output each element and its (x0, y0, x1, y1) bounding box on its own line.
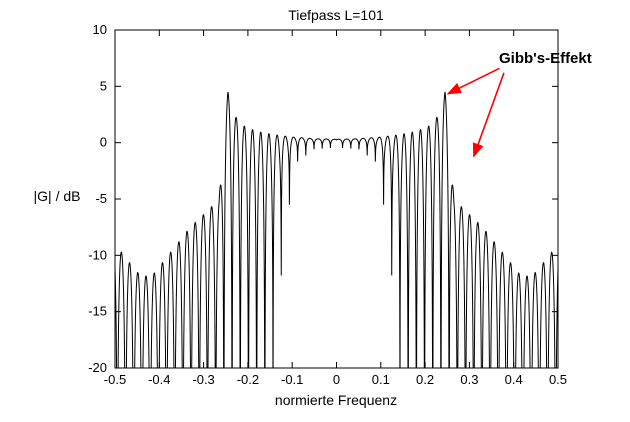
x-tick-label: -0.4 (148, 372, 170, 387)
x-tick-label: -0.1 (281, 372, 303, 387)
y-tick-label: -5 (95, 191, 107, 206)
chart-title: Tiefpass L=101 (288, 7, 384, 23)
gibbs-annotation: Gibb's-Effekt (446, 50, 592, 158)
y-tick-label: 5 (100, 78, 107, 93)
y-tick-label: -10 (88, 247, 107, 262)
x-tick-label: 0.3 (460, 372, 478, 387)
axis-ticks (114, 29, 559, 369)
x-tick-label: 0.1 (372, 372, 390, 387)
x-tick-label: -0.2 (237, 372, 259, 387)
x-tick-label: -0.5 (104, 372, 126, 387)
axis-tick-labels: -0.5 -0.4 -0.3 -0.2 -0.1 0 0.1 0.2 0.3 0.4 0.5 10 5 0… (88, 22, 567, 387)
y-tick-label: -20 (88, 360, 107, 375)
annotation-arrow (472, 72, 505, 158)
y-tick-label: -15 (88, 304, 107, 319)
magnitude-response-curve (115, 91, 558, 368)
y-tick-label: 10 (93, 22, 107, 37)
annotation-arrow (446, 67, 500, 95)
x-tick-label: -0.3 (192, 372, 214, 387)
y-axis-label: |G| / dB (34, 188, 81, 204)
x-tick-label: 0 (333, 372, 340, 387)
annotation-label: Gibb's-Effekt (499, 50, 592, 67)
y-tick-label: 0 (100, 135, 107, 150)
x-tick-label: 0.2 (416, 372, 434, 387)
x-axis-label: normierte Frequenz (275, 392, 397, 408)
x-tick-label: 0.5 (549, 372, 567, 387)
x-tick-label: 0.4 (505, 372, 523, 387)
